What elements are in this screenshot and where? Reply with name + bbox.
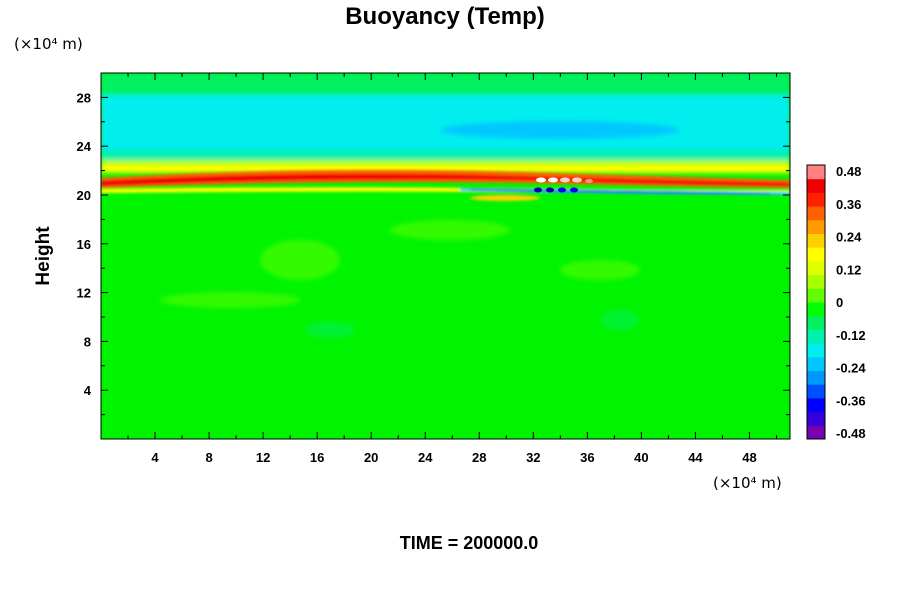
field-patch	[160, 292, 300, 308]
wave-crest	[548, 177, 558, 183]
y-axis-ticks: 4 8 12 16 20 24 28	[77, 90, 790, 416]
colorbar-swatch	[807, 370, 825, 385]
cold-band-core	[470, 189, 770, 194]
wave-crest	[572, 177, 582, 183]
colorbar-swatch	[807, 178, 825, 193]
upper-band	[101, 150, 790, 162]
y-tick-label: 28	[77, 90, 91, 105]
x-tick-label: 24	[418, 450, 433, 465]
colorbar-tick-label: 0.36	[836, 197, 861, 212]
x-tick-label: 40	[634, 450, 648, 465]
wave-trough	[558, 187, 566, 193]
colorbar-swatch	[807, 397, 825, 413]
y-axis-unit: (×10⁴ m)	[14, 35, 83, 53]
upper-band	[101, 165, 790, 173]
x-tick-label: 8	[205, 450, 212, 465]
x-tick-label: 4	[151, 450, 159, 465]
y-tick-label: 12	[77, 286, 91, 301]
wave-trough	[570, 187, 578, 193]
warm-patch	[470, 195, 540, 201]
field-patch	[260, 240, 340, 280]
y-tick-label: 20	[77, 188, 91, 203]
x-tick-label: 12	[256, 450, 270, 465]
upper-band	[101, 95, 790, 150]
wave-trough	[534, 187, 542, 193]
colorbar-swatch	[807, 329, 825, 344]
colorbar-swatch	[807, 411, 825, 426]
colorbar-swatch	[807, 384, 825, 399]
plot-frame	[100, 72, 791, 440]
warm-band-core	[101, 173, 790, 186]
upper-band	[440, 121, 680, 139]
x-axis-ticks: 4 8 12 16 20 24 28 32 36 40 44 48	[127, 73, 777, 465]
colorbar-tick-label: -0.24	[836, 361, 866, 376]
x-tick-label: 44	[688, 450, 703, 465]
colorbar-swatch	[807, 315, 825, 330]
field-patch	[390, 220, 510, 240]
field-patch	[560, 260, 640, 280]
colorbar-frame	[806, 164, 826, 440]
y-tick-label: 24	[77, 139, 92, 154]
colorbar-swatch	[807, 219, 825, 234]
colorbar-swatch	[807, 260, 825, 276]
upper-band	[101, 160, 790, 168]
field-patch	[602, 310, 638, 330]
colorbar-tick-label: 0	[836, 295, 843, 310]
colorbar-swatch	[807, 192, 825, 207]
time-label: TIME = 200000.0	[400, 533, 539, 553]
y-tick-label: 4	[84, 383, 92, 398]
x-tick-label: 36	[580, 450, 594, 465]
colorbar-swatch	[807, 425, 825, 440]
colorbar-swatch	[807, 165, 825, 180]
colorbar-tick-label: -0.12	[836, 328, 866, 343]
x-axis-unit: (×10⁴ m)	[713, 474, 782, 492]
colorbar: 0.48 0.36 0.24 0.12 0 -0.12 -0.24 -0.36 -0.48	[806, 164, 866, 441]
x-tick-label: 16	[310, 450, 324, 465]
colorbar-swatch	[807, 247, 825, 262]
wave-crest	[536, 177, 546, 183]
colorbar-tick-label: 0.12	[836, 262, 861, 277]
colorbar-swatch	[807, 206, 825, 221]
colorbar-swatch	[807, 233, 825, 248]
colorbar-tick-label: 0.48	[836, 164, 861, 179]
field-patch	[305, 322, 355, 338]
colorbar-swatch	[807, 288, 825, 303]
colorbar-swatch	[807, 343, 825, 358]
wave-trough	[546, 187, 554, 193]
colorbar-swatch	[807, 356, 825, 371]
x-tick-label: 20	[364, 450, 378, 465]
y-tick-label: 16	[77, 237, 91, 252]
colorbar-swatch	[807, 302, 825, 317]
x-tick-label: 32	[526, 450, 540, 465]
chart-title: Buoyancy (Temp)	[345, 3, 545, 30]
colorbar-swatch	[807, 274, 825, 289]
heatmap-field	[101, 73, 790, 439]
y-axis-label: Height	[33, 226, 54, 286]
x-tick-label: 28	[472, 450, 486, 465]
wave-crest	[585, 179, 593, 183]
y-tick-label: 8	[84, 334, 91, 349]
colorbar-tick-label: -0.36	[836, 393, 866, 408]
x-tick-label: 48	[742, 450, 756, 465]
colorbar-tick-label: 0.24	[836, 230, 862, 245]
colorbar-tick-label: -0.48	[836, 426, 866, 441]
wave-crest	[560, 177, 570, 183]
